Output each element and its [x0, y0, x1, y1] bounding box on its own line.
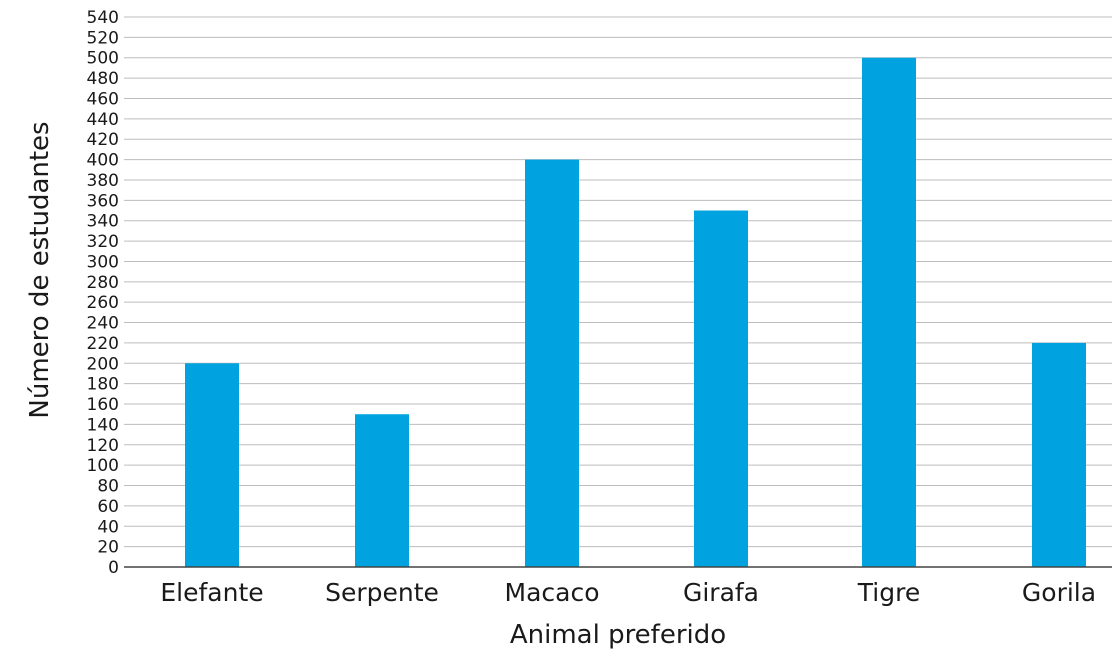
- y-tick-label: 160: [87, 395, 119, 415]
- y-tick-label: 120: [87, 436, 119, 456]
- y-tick-label: 420: [87, 130, 119, 150]
- y-tick-label: 180: [87, 375, 119, 395]
- x-category-label: Elefante: [160, 578, 263, 607]
- y-tick-label: 380: [87, 171, 119, 191]
- x-category-label: Tigre: [857, 578, 920, 607]
- bar-gorila: [1032, 342, 1086, 567]
- bar-serpente: [355, 414, 409, 567]
- y-tick-label: 280: [87, 273, 119, 293]
- y-tick-label: 20: [97, 538, 119, 558]
- x-category-label: Gorila: [1022, 578, 1096, 607]
- y-tick-label: 260: [87, 293, 119, 313]
- y-tick-label: 340: [87, 212, 119, 232]
- y-tick-label: 80: [97, 477, 119, 497]
- y-tick-label: 400: [87, 151, 119, 171]
- y-tick-label: 220: [87, 334, 119, 354]
- bars: [185, 57, 1086, 567]
- x-category-label: Girafa: [683, 578, 759, 607]
- bar-elefante: [185, 363, 239, 567]
- y-axis-title: Número de estudantes: [25, 121, 55, 418]
- y-tick-label: 0: [108, 558, 119, 578]
- y-tick-label: 320: [87, 232, 119, 252]
- y-tick-label: 140: [87, 415, 119, 435]
- bar-macaco: [525, 159, 579, 567]
- y-tick-label: 480: [87, 69, 119, 89]
- y-tick-label: 460: [87, 89, 119, 109]
- y-tick-label: 240: [87, 314, 119, 334]
- x-category-label: Macaco: [505, 578, 600, 607]
- y-tick-label: 360: [87, 191, 119, 211]
- y-tick-label: 440: [87, 110, 119, 130]
- bar-girafa: [694, 210, 748, 567]
- bar-tigre: [862, 57, 916, 567]
- x-axis-title: Animal preferido: [510, 620, 726, 650]
- y-tick-label: 60: [97, 497, 119, 517]
- gridlines: [124, 16, 1112, 548]
- y-tick-label: 540: [87, 8, 119, 28]
- x-category-label: Serpente: [325, 578, 439, 607]
- y-tick-label: 520: [87, 28, 119, 48]
- y-tick-label: 100: [87, 456, 119, 476]
- y-tick-label: 300: [87, 252, 119, 272]
- y-tick-label: 500: [87, 49, 119, 69]
- y-tick-label: 40: [97, 517, 119, 537]
- x-axis-categories: Elefante Serpente Macaco Girafa Tigre Gorila: [160, 578, 1096, 607]
- y-axis-ticks: 0204060801001201401601802002202402602803…: [87, 8, 119, 578]
- y-tick-label: 200: [87, 354, 119, 374]
